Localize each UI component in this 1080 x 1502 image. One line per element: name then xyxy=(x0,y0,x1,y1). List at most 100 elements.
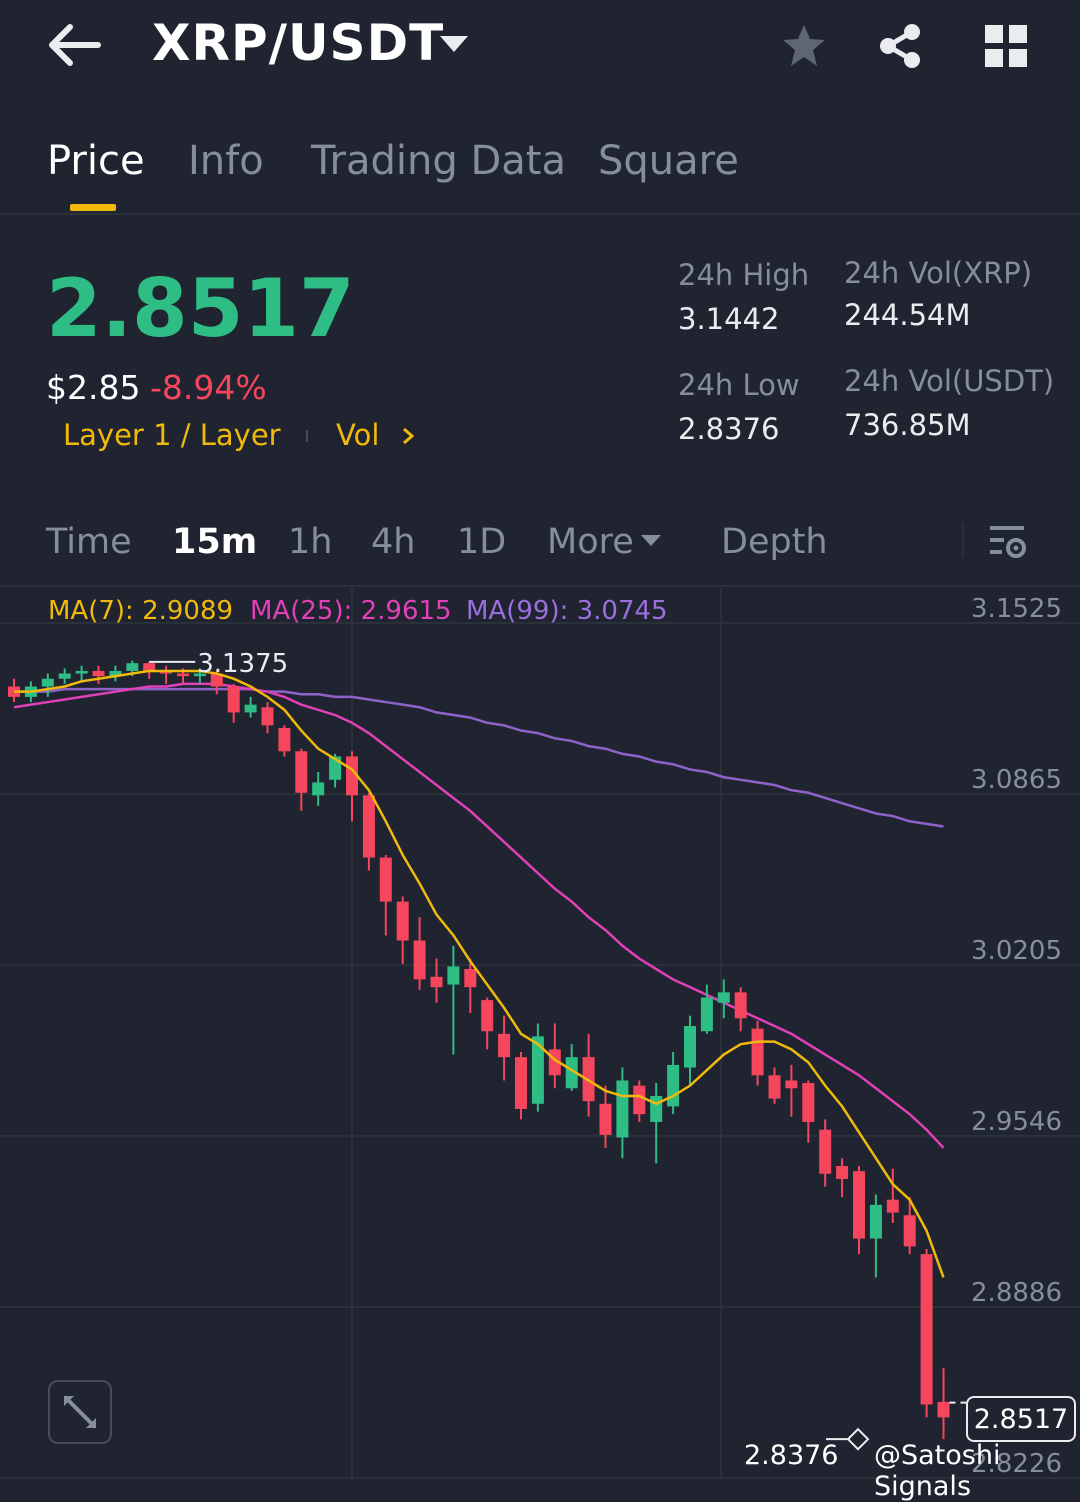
y-axis-tick-label: 2.9546 xyxy=(971,1107,1062,1137)
candle-body xyxy=(430,976,443,988)
last-price-box xyxy=(966,1396,1076,1442)
star-icon[interactable] xyxy=(780,22,828,70)
category-tag[interactable]: Layer 1 / Layer xyxy=(63,418,281,452)
interval-4h[interactable]: 4h xyxy=(371,522,416,562)
ma7-label: MA(7): 2.9089 xyxy=(48,596,234,626)
ma99-label: MA(99): 3.0745 xyxy=(466,596,668,626)
candle-body xyxy=(464,969,477,988)
candle-body xyxy=(312,782,325,796)
candle-body xyxy=(802,1083,815,1122)
candle-body xyxy=(937,1401,950,1418)
candle-body xyxy=(244,704,257,713)
candle-body xyxy=(700,997,713,1032)
candle-body xyxy=(633,1085,646,1115)
vol-xrp-label: 24h Vol(XRP) xyxy=(844,256,1033,290)
interval-1d[interactable]: 1D xyxy=(457,522,507,562)
candle-body xyxy=(481,1000,494,1032)
ma7-line xyxy=(14,669,945,1278)
candle-body xyxy=(684,1026,696,1068)
ma99-line xyxy=(14,687,944,828)
candle-body xyxy=(58,673,71,679)
candle-body xyxy=(109,670,122,677)
vol-xrp-value: 244.54M xyxy=(844,298,971,332)
candle-body xyxy=(717,992,730,1003)
tab-price[interactable]: Price xyxy=(47,138,145,184)
interval-more[interactable]: More xyxy=(547,522,634,562)
low-value: 2.8376 xyxy=(678,412,780,446)
tab-trading-data[interactable]: Trading Data xyxy=(311,138,566,184)
high-value: 3.1442 xyxy=(678,302,780,336)
high-label: 24h High xyxy=(678,258,810,292)
y-axis-tick-label: 3.0205 xyxy=(971,936,1062,966)
interval-divider xyxy=(962,522,964,558)
tag-divider xyxy=(306,430,308,442)
candle-body xyxy=(210,673,223,687)
last-price-axis-label: 2.8517 xyxy=(973,1404,1069,1435)
candle-body xyxy=(853,1171,865,1239)
candle-body xyxy=(278,727,291,752)
candle-body xyxy=(92,670,105,677)
share-icon[interactable] xyxy=(876,22,924,70)
interval-15m[interactable]: 15m xyxy=(172,522,258,562)
vol-link[interactable]: Vol xyxy=(336,418,380,452)
active-tab-indicator xyxy=(70,204,116,211)
candle-body xyxy=(295,751,308,793)
ma25-label: MA(25): 2.9615 xyxy=(250,596,452,626)
y-axis-tick-label: 2.8886 xyxy=(971,1278,1062,1308)
candle-body xyxy=(836,1166,849,1179)
chart-top-divider xyxy=(0,585,1080,587)
candle-body xyxy=(126,663,139,671)
candle-body xyxy=(920,1254,933,1405)
low-marker-label: 2.8376 xyxy=(744,1440,839,1471)
pair-title[interactable]: XRP/USDT xyxy=(152,14,445,72)
interval-time[interactable]: Time xyxy=(46,522,132,562)
candle-body xyxy=(599,1103,612,1135)
y-axis-tick-label: 2.8226 xyxy=(971,1449,1062,1479)
interval-1h[interactable]: 1h xyxy=(288,522,333,562)
tab-square[interactable]: Square xyxy=(598,138,739,184)
candle-body xyxy=(785,1080,798,1089)
tab-info[interactable]: Info xyxy=(188,138,264,184)
chevron-right-icon[interactable] xyxy=(400,426,416,446)
low-label: 24h Low xyxy=(678,368,800,402)
grid-icon[interactable] xyxy=(982,22,1030,70)
back-arrow-icon[interactable] xyxy=(48,22,102,68)
chart-settings-icon[interactable] xyxy=(988,522,1028,562)
candle-body xyxy=(869,1204,882,1239)
watermark-text: @Satoshi Signals xyxy=(874,1440,1001,1502)
last-price: 2.8517 xyxy=(46,262,355,355)
vol-usdt-label: 24h Vol(USDT) xyxy=(844,364,1055,398)
ma25-line xyxy=(13,682,945,1149)
candle-body xyxy=(177,673,189,677)
candlestick-chart[interactable]: 3.1525 3.0865 3.0205 2.9546 2.8886 2.8226 3.13… xyxy=(0,588,1080,1480)
candle-body xyxy=(515,1057,527,1109)
candle-body xyxy=(261,707,274,726)
y-axis-tick-label: 3.0865 xyxy=(971,765,1062,795)
vol-usdt-value: 736.85M xyxy=(844,408,971,442)
watermark-logo-icon xyxy=(846,1427,870,1451)
candle-body xyxy=(650,1096,663,1122)
candle-body xyxy=(193,673,206,677)
candle-body xyxy=(379,857,392,902)
candle-body xyxy=(886,1199,899,1213)
depth-tab[interactable]: Depth xyxy=(721,522,828,562)
candle-body xyxy=(227,686,240,713)
candle-body xyxy=(819,1129,832,1174)
fullscreen-button[interactable] xyxy=(48,1380,112,1444)
candle-body xyxy=(160,670,173,674)
y-axis-tick-label: 3.1525 xyxy=(971,594,1062,624)
expand-icon xyxy=(64,1396,96,1428)
candle-body xyxy=(362,795,375,858)
candle-body xyxy=(768,1075,781,1099)
candle-body xyxy=(734,992,747,1019)
candle-body xyxy=(413,940,426,980)
high-marker-label: 3.1375 xyxy=(197,649,288,679)
candle-body xyxy=(565,1057,578,1089)
pair-dropdown-caret-icon[interactable] xyxy=(440,36,468,52)
more-caret-icon[interactable] xyxy=(641,535,661,546)
candle-body xyxy=(903,1215,916,1247)
candle-body xyxy=(41,678,54,687)
candle-body xyxy=(751,1028,764,1076)
candle-body xyxy=(616,1080,629,1138)
candle-body xyxy=(143,663,156,671)
